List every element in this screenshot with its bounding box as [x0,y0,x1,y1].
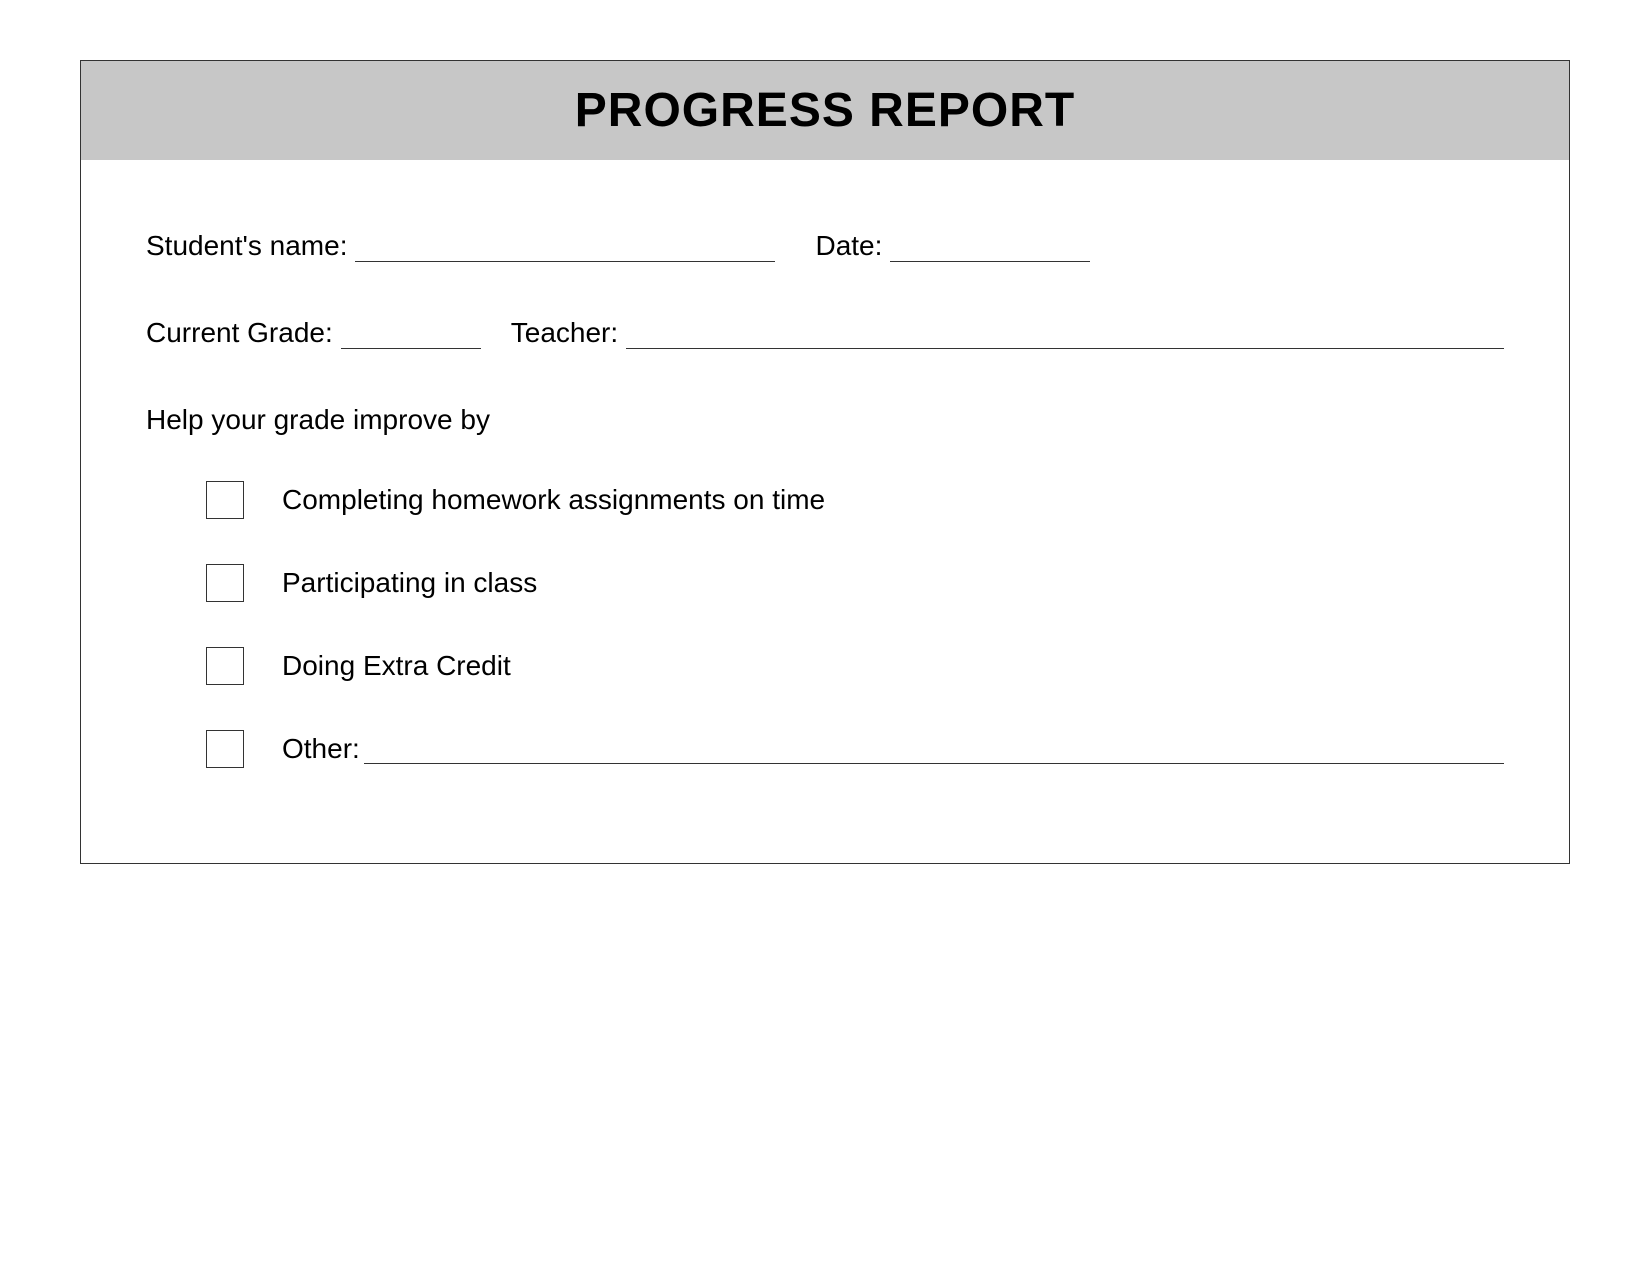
check-item-other: Other: [206,730,1504,768]
checklist: Completing homework assignments on time … [146,481,1504,768]
student-name-input[interactable] [355,232,775,262]
date-input[interactable] [890,232,1090,262]
checkbox-participating[interactable] [206,564,244,602]
other-input[interactable] [364,734,1504,764]
other-label: Other: [282,733,360,765]
form-container: PROGRESS REPORT Student's name: Date: Cu… [80,60,1570,864]
teacher-input[interactable] [626,319,1504,349]
check-item-extra-credit: Doing Extra Credit [206,647,1504,685]
grade-input[interactable] [341,319,481,349]
check-item-homework: Completing homework assignments on time [206,481,1504,519]
teacher-label: Teacher: [511,317,618,349]
row-grade-teacher: Current Grade: Teacher: [146,317,1504,349]
checkbox-extra-credit[interactable] [206,647,244,685]
form-header: PROGRESS REPORT [81,61,1569,160]
form-content: Student's name: Date: Current Grade: Tea… [81,160,1569,863]
date-label: Date: [815,230,882,262]
instruction-text: Help your grade improve by [146,404,1504,436]
checkbox-homework[interactable] [206,481,244,519]
grade-label: Current Grade: [146,317,333,349]
row-student-date: Student's name: Date: [146,230,1504,262]
checkbox-label: Completing homework assignments on time [282,484,825,516]
checkbox-label: Doing Extra Credit [282,650,511,682]
page-title: PROGRESS REPORT [81,83,1569,138]
check-item-participating: Participating in class [206,564,1504,602]
student-name-label: Student's name: [146,230,347,262]
checkbox-label: Participating in class [282,567,537,599]
checkbox-other[interactable] [206,730,244,768]
